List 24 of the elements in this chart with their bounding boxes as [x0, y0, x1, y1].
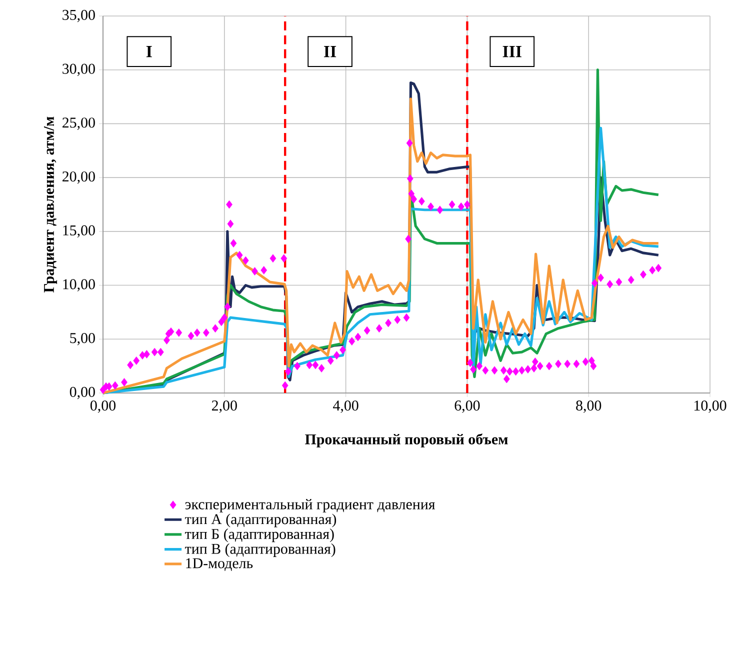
y-tick-label: 10,00 — [63, 279, 95, 292]
annotation: III — [502, 46, 522, 58]
legend-label: экспериментальный градиент давления — [185, 498, 435, 512]
y-tick-label: 20,00 — [62, 171, 95, 184]
y-tick-label: 25,00 — [62, 118, 95, 130]
annotation: II — [324, 46, 336, 58]
x-tick-label: 2,00 — [212, 400, 237, 413]
legend-label: 1D-модель — [186, 558, 253, 572]
x-tick-label: 0,00 — [90, 400, 116, 413]
y-tick-label: 15,00 — [63, 225, 95, 238]
y-tick-label: 0,00 — [70, 386, 95, 400]
x-tick-label: 8,00 — [576, 400, 602, 413]
y-tick-label: 35,00 — [62, 10, 95, 22]
annotation: I — [146, 46, 152, 58]
legend-label: тип Б (адаптированная) — [185, 528, 334, 542]
x-tick-label: 4,00 — [333, 400, 358, 413]
x-axis-title: Прокачанный поровый объем — [305, 434, 508, 448]
x-tick-label: 10,00 — [694, 400, 726, 413]
y-tick-label: 5,00 — [70, 333, 95, 346]
x-tick-label: 6,00 — [454, 400, 480, 413]
y-axis-title: Градиент давления, атм/м — [44, 116, 58, 292]
legend-label: тип А (адаптированная) — [185, 514, 336, 528]
y-tick-label: 30,00 — [62, 64, 95, 76]
legend-label: тип В (адаптированная) — [185, 543, 336, 557]
